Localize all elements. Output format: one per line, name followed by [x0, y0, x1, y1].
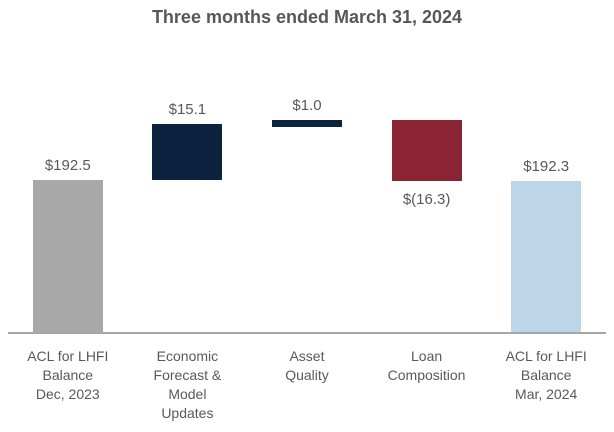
- plot-area: $192.5 ACL for LHFI Balance Dec, 2023 $15.…: [8, 0, 606, 432]
- bar-acl-for-lhfi-balance-dec-2023: [32, 180, 103, 332]
- bar-value-label: $(16.3): [402, 191, 451, 209]
- bar-economic-forecast-model-updates: [152, 123, 223, 181]
- x-axis-label: Economic Forecast & Model Updates: [153, 348, 222, 421]
- waterfall-column-loan-composition: $(16.3) Loan Composition: [367, 0, 487, 432]
- bar-acl-for-lhfi-balance-mar-2024: [511, 181, 582, 332]
- x-axis-line: [8, 332, 606, 334]
- x-axis-label: Asset Quality: [285, 348, 329, 383]
- x-axis-label: ACL for LHFI Balance Dec, 2023: [27, 348, 109, 402]
- x-axis-label: Loan Composition: [387, 348, 466, 383]
- bar-value-label: $1.0: [292, 96, 322, 114]
- x-axis-label: ACL for LHFI Balance Mar, 2024: [505, 348, 587, 402]
- chart-title: Three months ended March 31, 2024: [151, 7, 463, 27]
- waterfall-column-economic-forecast-model-updates: $15.1 Economic Forecast & Model Updates: [128, 0, 248, 432]
- bar-value-label: $192.5: [44, 157, 91, 175]
- bar-asset-quality: [271, 119, 342, 127]
- waterfall-column-acl-for-lhfi-balance-mar-2024: $192.3 ACL for LHFI Balance Mar, 2024: [486, 0, 606, 432]
- bar-value-label: $15.1: [168, 100, 207, 118]
- waterfall-column-acl-for-lhfi-balance-dec-2023: $192.5 ACL for LHFI Balance Dec, 2023: [8, 0, 128, 432]
- bar-loan-composition: [391, 119, 462, 182]
- bar-value-label: $192.3: [523, 158, 570, 176]
- waterfall-column-asset-quality: $1.0 Asset Quality: [247, 0, 367, 432]
